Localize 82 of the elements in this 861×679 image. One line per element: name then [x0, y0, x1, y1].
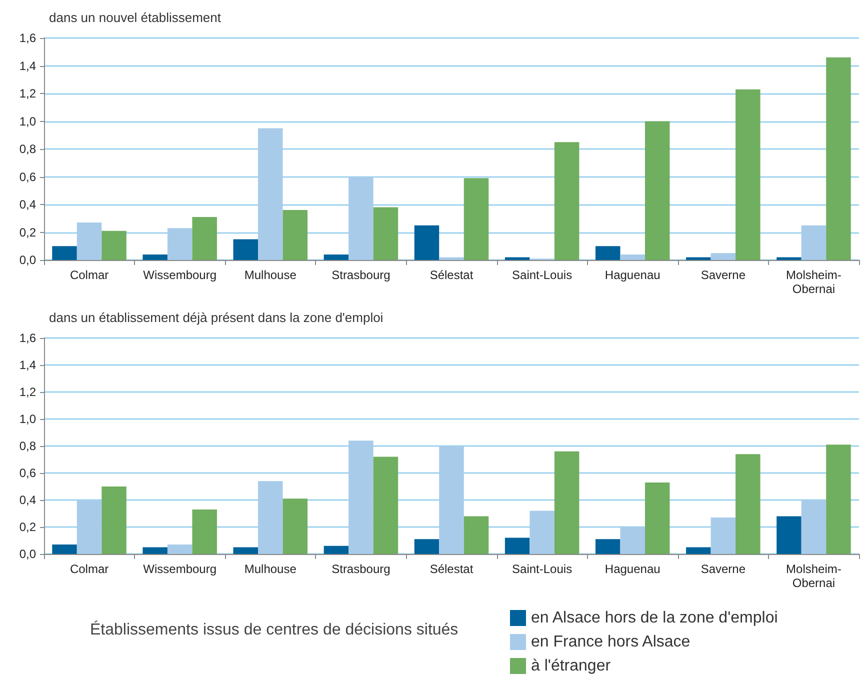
x-tick-label: Mulhouse: [244, 268, 297, 282]
bar: [554, 451, 580, 554]
y-tick-label: 1,6: [19, 31, 36, 45]
y-tick-label: 1,4: [19, 358, 36, 372]
bar: [554, 142, 580, 260]
bar: [282, 210, 308, 260]
x-tick-label: Sélestat: [430, 268, 474, 282]
legend-label: à l'étranger: [531, 658, 612, 674]
bar: [324, 546, 349, 554]
bar: [102, 230, 126, 260]
bar: [826, 444, 851, 554]
bar: [776, 516, 802, 554]
bar: [414, 225, 440, 260]
bar: [776, 257, 802, 260]
x-tick-label: Saint-Louis: [512, 268, 572, 282]
bar: [233, 239, 258, 260]
bar: [736, 89, 760, 260]
y-tick-label: 0,4: [19, 493, 36, 507]
x-tick-label: Sélestat: [430, 562, 474, 576]
x-tick-label: Mulhouse: [244, 562, 297, 576]
y-tick-label: 0,2: [19, 225, 36, 240]
x-tick-label: Haguenau: [604, 562, 660, 576]
bar: [504, 257, 530, 260]
y-tick-label: 1,4: [19, 58, 36, 73]
bar: [620, 254, 645, 260]
x-tick-label: Strasbourg: [332, 268, 390, 282]
x-tick-label: Colmar: [70, 268, 109, 282]
y-tick-label: 1,0: [19, 412, 36, 426]
bar: [282, 498, 308, 554]
x-tick-label: Strasbourg: [332, 562, 390, 576]
bar: [142, 254, 168, 260]
bar: [464, 516, 489, 554]
y-tick-label: 1,0: [19, 114, 36, 128]
bar: [710, 253, 736, 260]
bar: [102, 486, 126, 554]
bar: [464, 178, 489, 260]
y-tick-label: 0,6: [19, 466, 36, 480]
bar: [233, 547, 258, 554]
bar: [167, 544, 192, 554]
bar: [504, 538, 530, 554]
y-tick-label: 1,2: [19, 385, 36, 399]
y-tick-label: 0,6: [19, 170, 36, 184]
bar: [644, 121, 670, 260]
bar: [826, 57, 851, 260]
x-tick-label: Saint-Louis: [512, 562, 572, 576]
bar: [52, 246, 77, 260]
bar: [142, 547, 168, 554]
y-tick-label: 0,8: [19, 142, 36, 156]
y-tick-label: 0,2: [19, 520, 36, 534]
x-tick-label: Wissembourg: [143, 268, 217, 282]
x-tick-label: Saverne: [700, 268, 746, 282]
y-tick-label: 0,0: [19, 253, 36, 267]
bar: [414, 539, 440, 554]
bar: [373, 456, 398, 554]
y-tick-label: 0,4: [19, 198, 36, 212]
chart-title: dans un nouvel établissement: [49, 10, 222, 25]
y-tick-label: 1,2: [19, 86, 36, 100]
y-tick-label: 0,0: [19, 547, 36, 561]
bar: [324, 254, 349, 260]
bar: [439, 257, 464, 260]
x-tick-label: Haguenau: [604, 268, 660, 282]
bar: [595, 539, 620, 554]
legend-title: Établissements issus de centres de décisions situés: [90, 620, 458, 638]
legend-label: en France hors Alsace: [531, 634, 690, 650]
x-tick-label: Molsheim-Obernai: [786, 268, 842, 296]
bar: [644, 482, 670, 554]
bar: [595, 246, 620, 260]
bar: [52, 544, 77, 554]
bar: [192, 216, 217, 260]
y-tick-label: 0,8: [19, 439, 36, 453]
y-tick-label: 1,6: [19, 331, 36, 345]
bar: [686, 257, 711, 260]
bar: [192, 509, 217, 554]
bar: [686, 547, 711, 554]
x-tick-label: Saverne: [700, 562, 746, 576]
x-tick-label: Wissembourg: [143, 562, 217, 576]
chart-title: dans un établissement déjà présent dans la zone d'emploi: [49, 310, 384, 325]
bar: [373, 207, 398, 260]
bar: [736, 454, 760, 554]
legend-label: en Alsace hors de la zone d'emploi: [531, 610, 778, 626]
x-tick-label: Colmar: [70, 562, 109, 576]
x-tick-label: Molsheim-Obernai: [786, 562, 842, 590]
